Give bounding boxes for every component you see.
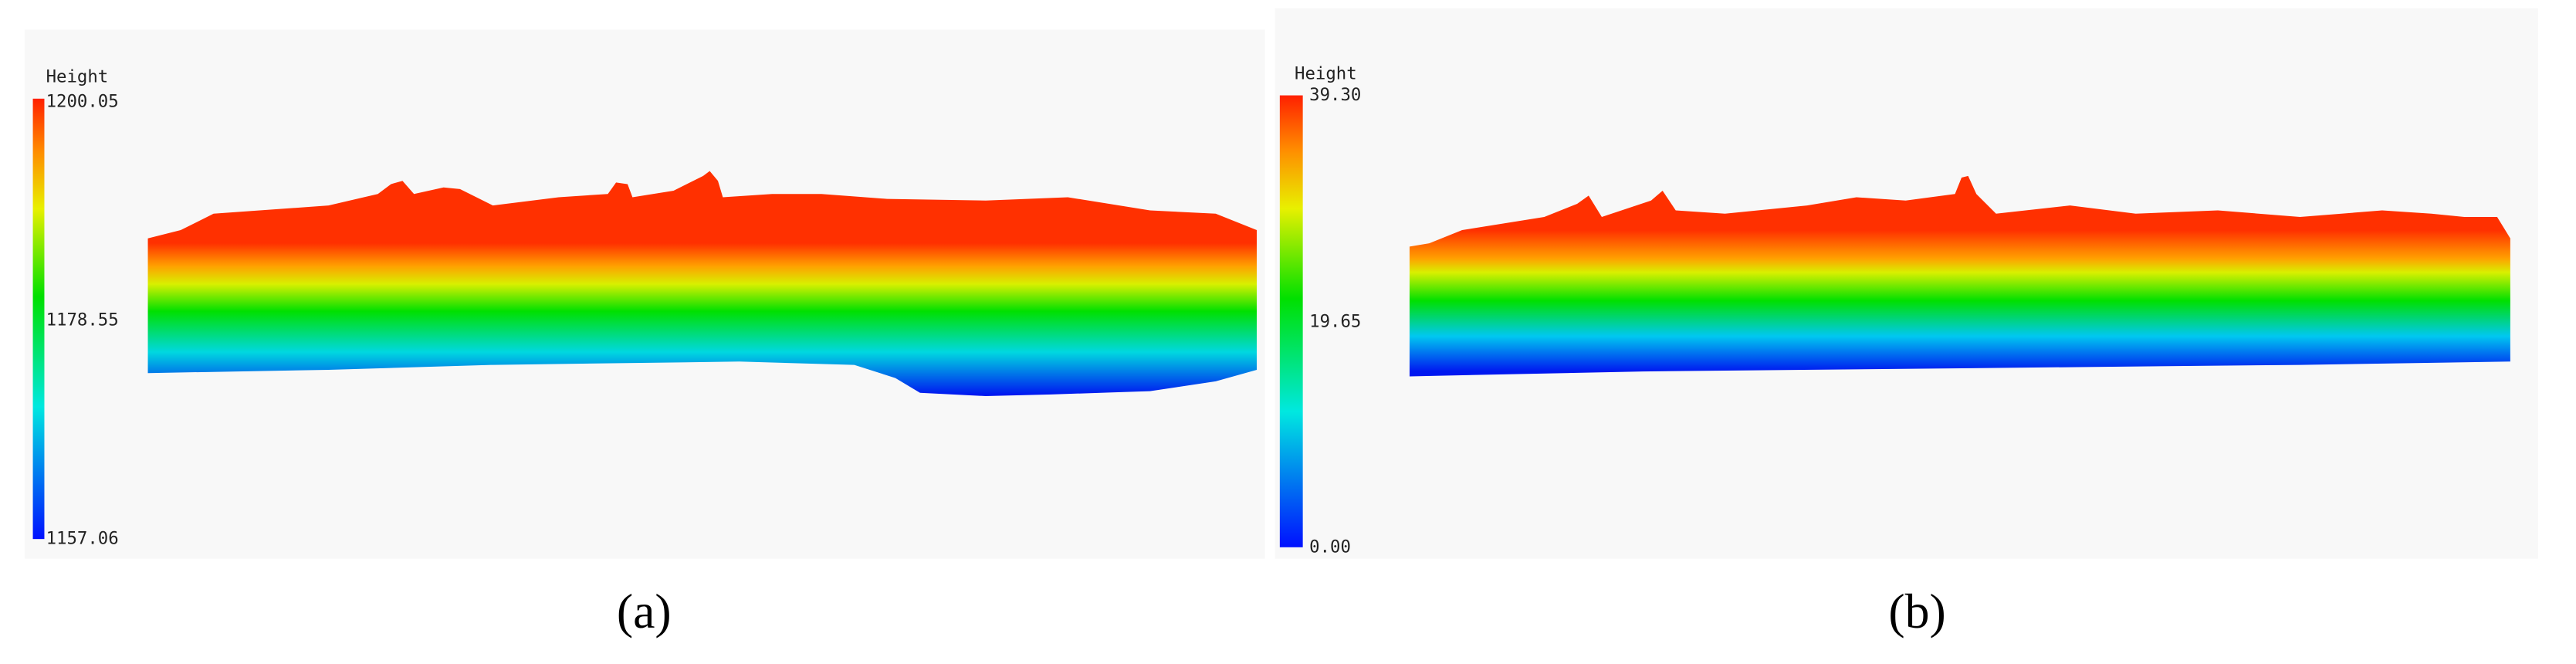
caption: (b) — [1888, 584, 1945, 639]
point-cloud — [147, 171, 1258, 396]
colorbar-label: 39.30 — [1309, 85, 1361, 105]
colorbar-label: 0.00 — [1309, 537, 1351, 557]
colorbar-label: 1178.55 — [46, 310, 119, 330]
legend-title: Height — [1295, 63, 1357, 83]
colorbar — [32, 98, 45, 540]
colorbar-label: 19.65 — [1309, 312, 1361, 332]
colorbar-label: 1157.06 — [46, 529, 119, 549]
legend-title: Height — [46, 67, 109, 87]
point-cloud — [1409, 175, 2510, 377]
colorbar-label: 1200.05 — [46, 92, 119, 112]
colorbar — [1279, 95, 1303, 547]
caption: (a) — [617, 584, 672, 639]
